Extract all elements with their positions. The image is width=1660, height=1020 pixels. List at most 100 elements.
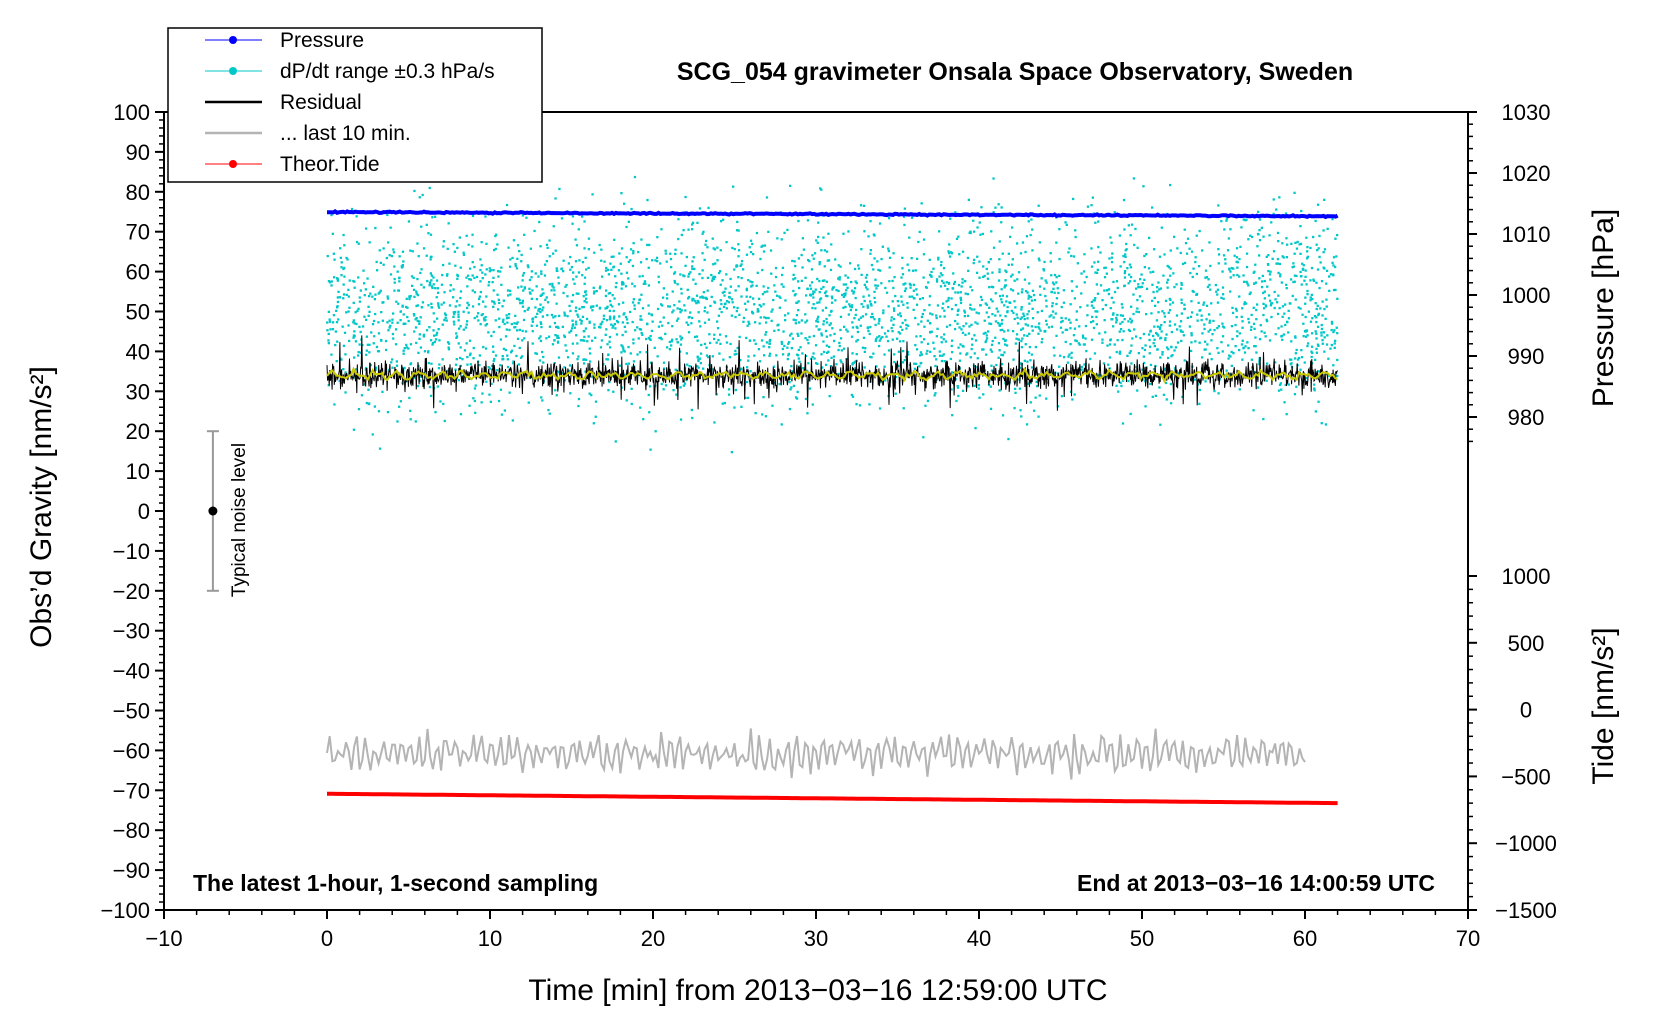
dpdt-point [502, 299, 505, 302]
dpdt-point [935, 316, 938, 320]
dpdt-point [412, 313, 416, 316]
dpdt-point [1004, 343, 1007, 346]
dpdt-point [1142, 332, 1146, 336]
dpdt-point [427, 351, 430, 354]
dpdt-point [649, 338, 652, 341]
dpdt-point [1137, 286, 1140, 289]
dpdt-point [1129, 412, 1132, 416]
dpdt-point [393, 265, 396, 268]
dpdt-point [878, 222, 882, 225]
dpdt-point [521, 329, 524, 333]
dpdt-point [945, 300, 948, 303]
dpdt-point [1330, 328, 1333, 332]
dpdt-point [509, 289, 512, 292]
dpdt-point [737, 276, 740, 279]
dpdt-point [1291, 294, 1294, 298]
dpdt-point [923, 309, 926, 312]
dpdt-point [356, 309, 359, 312]
dpdt-point [504, 348, 507, 352]
dpdt-point [861, 346, 865, 349]
dpdt-point [740, 263, 743, 266]
dpdt-point [441, 273, 444, 277]
dpdt-point [1241, 326, 1244, 329]
dpdt-point [1194, 256, 1197, 259]
dpdt-point [670, 344, 673, 347]
dpdt-point [850, 306, 853, 309]
dpdt-point [632, 338, 635, 341]
dpdt-point [632, 360, 636, 363]
dpdt-point [791, 259, 794, 263]
dpdt-point [560, 217, 564, 220]
dpdt-point [679, 386, 682, 389]
dpdt-point [488, 281, 491, 284]
dpdt-point [429, 394, 433, 397]
dpdt-point [1127, 379, 1130, 383]
dpdt-point [1279, 275, 1282, 278]
dpdt-point [898, 340, 902, 343]
dpdt-point [577, 271, 581, 274]
dpdt-point [699, 296, 702, 299]
dpdt-point [1033, 409, 1036, 412]
dpdt-point [572, 323, 575, 326]
dpdt-point [1038, 241, 1041, 244]
dpdt-point [657, 281, 661, 284]
dpdt-point [1030, 353, 1033, 356]
dpdt-point [837, 289, 840, 293]
dpdt-point [392, 337, 395, 340]
dpdt-point [392, 251, 396, 254]
dpdt-point [751, 310, 754, 313]
dpdt-point [1050, 290, 1053, 294]
dpdt-point [973, 352, 976, 355]
dpdt-point [804, 276, 807, 279]
dpdt-point [435, 296, 438, 299]
dpdt-point [393, 289, 396, 292]
dpdt-point [629, 248, 633, 251]
dpdt-point [978, 221, 981, 224]
dpdt-point [922, 253, 926, 256]
dpdt-point [1093, 299, 1096, 302]
dpdt-point [870, 263, 874, 267]
dpdt-point [1108, 356, 1112, 359]
dpdt-point [761, 293, 765, 296]
dpdt-point [1141, 300, 1144, 303]
dpdt-point [1163, 315, 1167, 318]
dpdt-point [862, 305, 865, 308]
dpdt-point [657, 325, 661, 328]
dpdt-point [1116, 339, 1119, 342]
dpdt-point [1034, 396, 1037, 399]
dpdt-point [1181, 330, 1184, 333]
dpdt-point [1192, 290, 1195, 293]
dpdt-point [763, 354, 766, 357]
dpdt-point [1208, 352, 1211, 355]
dpdt-point [632, 298, 635, 301]
dpdt-point [1036, 385, 1039, 388]
dpdt-point [782, 285, 785, 288]
dpdt-point [1269, 299, 1272, 302]
dpdt-point [874, 284, 877, 287]
dpdt-point [448, 304, 452, 307]
dpdt-point [974, 427, 977, 430]
dpdt-point [1119, 314, 1123, 317]
dpdt-point [794, 277, 797, 280]
dpdt-point [825, 335, 828, 338]
dpdt-point [556, 325, 559, 328]
dpdt-point [796, 332, 799, 335]
dpdt-point [620, 351, 623, 354]
dpdt-point [565, 349, 568, 352]
dpdt-point [1221, 286, 1225, 289]
dpdt-point [1302, 322, 1305, 325]
dpdt-point [631, 282, 634, 285]
dpdt-point [903, 207, 906, 210]
dpdt-point [538, 220, 541, 224]
dpdt-point [749, 251, 753, 254]
dpdt-point [1330, 343, 1333, 347]
dpdt-point [746, 380, 749, 384]
dpdt-point [975, 311, 978, 314]
dpdt-point [671, 290, 674, 293]
dpdt-point [1290, 362, 1293, 365]
dpdt-point [336, 300, 340, 304]
dpdt-point [933, 394, 936, 397]
dpdt-point [577, 404, 580, 408]
dpdt-point [433, 320, 436, 323]
dpdt-point [678, 300, 681, 303]
